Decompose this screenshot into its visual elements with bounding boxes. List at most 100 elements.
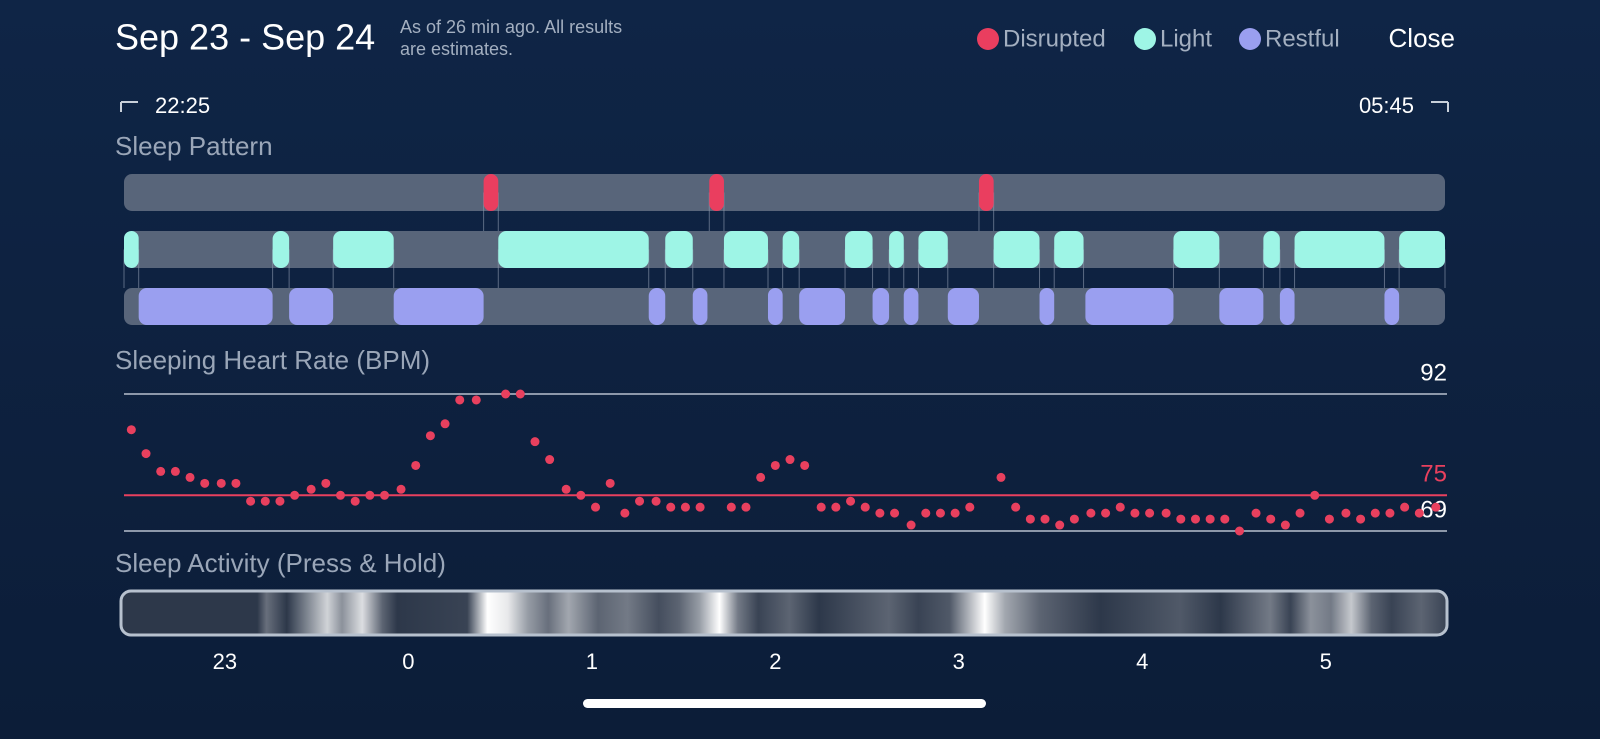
heart-rate-point xyxy=(156,466,166,476)
heart-rate-point xyxy=(246,496,256,506)
close-button[interactable]: Close xyxy=(1389,23,1455,53)
heart-rate-point xyxy=(471,395,481,405)
stage-segment xyxy=(903,288,919,325)
heart-rate-point xyxy=(1324,514,1334,524)
heart-rate-point xyxy=(200,478,210,488)
heart-rate-point xyxy=(501,389,511,399)
heart-rate-point xyxy=(1025,514,1035,524)
heart-rate-point xyxy=(666,502,676,512)
stage-segment xyxy=(1039,288,1055,325)
heart-rate-point xyxy=(651,496,661,506)
heart-rate-point xyxy=(756,472,766,482)
legend-label: Light xyxy=(1160,25,1212,52)
heart-rate-point xyxy=(1310,490,1320,500)
stage-segment xyxy=(872,288,890,325)
stage-segment xyxy=(1173,231,1220,268)
heart-rate-point xyxy=(965,502,975,512)
legend-label: Disrupted xyxy=(1003,25,1106,52)
heart-rate-point xyxy=(680,502,690,512)
heart-rate-point xyxy=(875,508,885,518)
heart-rate-point xyxy=(185,472,195,482)
heart-rate-point xyxy=(1205,514,1215,524)
stage-segment xyxy=(333,231,394,268)
heart-rate-point xyxy=(831,502,841,512)
heart-rate-point xyxy=(380,490,390,500)
stage-segment xyxy=(845,231,873,268)
heart-rate-point xyxy=(1251,508,1261,518)
section-title: Sleep Activity (Press & Hold) xyxy=(115,548,446,578)
legend: Disrupted Light Restful xyxy=(977,25,1340,52)
stage-segment xyxy=(947,288,979,325)
stage-segment xyxy=(723,231,768,268)
heart-rate-point xyxy=(335,490,345,500)
stage-segment xyxy=(498,231,649,268)
stage-segment xyxy=(782,231,800,268)
heart-rate-point xyxy=(561,484,571,494)
note-line: are estimates. xyxy=(400,39,513,59)
section-title: Sleep Pattern xyxy=(115,131,273,161)
heart-rate-point xyxy=(921,508,931,518)
heart-rate-point xyxy=(950,508,960,518)
heart-rate-point xyxy=(440,419,450,429)
heart-rate-point xyxy=(1414,508,1424,518)
heart-rate-point xyxy=(816,502,826,512)
stage-segment xyxy=(1399,231,1445,268)
heart-rate-point xyxy=(515,389,525,399)
heart-rate-point xyxy=(545,455,555,465)
heart-rate-point xyxy=(860,502,870,512)
stage-segment xyxy=(124,231,139,268)
legend-swatch xyxy=(1239,28,1261,50)
heart-rate-point xyxy=(1295,508,1305,518)
stage-track xyxy=(124,174,1445,211)
heart-rate-point xyxy=(231,478,241,488)
x-tick-label: 1 xyxy=(586,649,598,674)
stage-segment xyxy=(1263,231,1280,268)
heart-rate-point xyxy=(1145,508,1155,518)
heart-rate-point xyxy=(1370,508,1380,518)
x-tick-label: 2 xyxy=(769,649,781,674)
heart-rate-point xyxy=(411,460,421,470)
heart-rate-point xyxy=(1341,508,1351,518)
x-tick-label: 0 xyxy=(402,649,414,674)
heart-rate-point xyxy=(396,484,406,494)
heart-rate-point xyxy=(726,502,736,512)
stage-segment xyxy=(483,174,499,211)
heart-rate-point xyxy=(1266,514,1276,524)
stage-segment xyxy=(1384,288,1400,325)
stage-segment xyxy=(289,288,334,325)
heart-rate-point xyxy=(216,478,226,488)
heart-rate-point xyxy=(1431,502,1441,512)
stage-segment xyxy=(138,288,273,325)
heart-rate-point xyxy=(425,431,435,441)
heart-rate-point xyxy=(620,508,630,518)
heart-rate-point xyxy=(306,484,316,494)
stage-segment xyxy=(889,231,904,268)
range-start: 22:25 xyxy=(155,93,210,118)
heart-rate-point xyxy=(455,395,465,405)
stage-segment xyxy=(272,231,290,268)
stage-segment xyxy=(1085,288,1174,325)
legend-label: Restful xyxy=(1265,25,1340,52)
heart-rate-point xyxy=(1055,520,1065,530)
stage-segment xyxy=(393,288,484,325)
stage-segment xyxy=(1054,231,1084,268)
stage-segment xyxy=(1279,288,1295,325)
stage-segment xyxy=(978,174,994,211)
stage-segment xyxy=(993,231,1040,268)
stage-segment xyxy=(799,288,846,325)
heart-rate-point xyxy=(1161,508,1171,518)
stage-segment xyxy=(692,288,708,325)
heart-rate-point xyxy=(785,455,795,465)
heart-rate-point xyxy=(935,508,945,518)
heart-rate-point xyxy=(1400,502,1410,512)
heart-rate-point xyxy=(695,502,705,512)
note-line: As of 26 min ago. All results xyxy=(400,17,622,37)
heart-rate-point xyxy=(605,478,615,488)
heart-rate-point xyxy=(1220,514,1230,524)
average-label: 75 xyxy=(1420,461,1447,488)
heart-rate-point xyxy=(996,472,1006,482)
legend-swatch xyxy=(977,28,999,50)
heart-rate-point xyxy=(141,449,151,459)
